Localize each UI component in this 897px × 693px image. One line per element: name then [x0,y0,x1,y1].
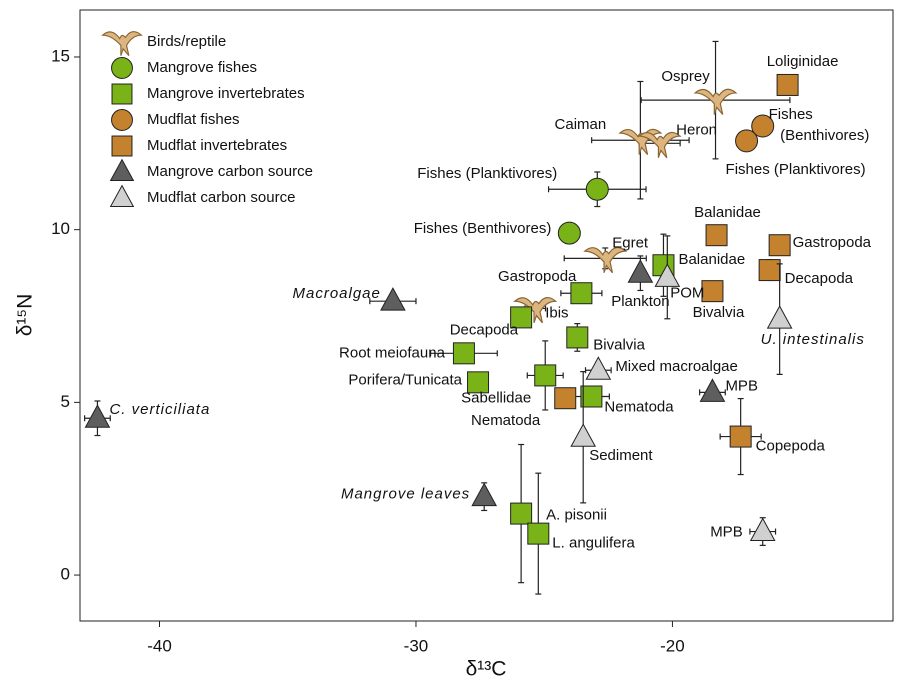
point [453,343,474,364]
legend-swatch [112,84,132,104]
point-label: Decapoda [785,270,854,287]
point [706,225,727,246]
point-label: Nematoda [471,412,541,429]
x-tick-label: -40 [147,636,172,655]
point-label: Mixed macroalgae [615,358,738,375]
point-label: Heron [676,121,717,138]
legend-swatch [111,160,134,181]
point-label: MPB [710,524,743,541]
legend-swatch [112,136,132,156]
x-axis-title: δ¹³C [466,658,507,681]
point [628,260,652,282]
point-label: Bivalvia [693,304,745,321]
legend-label: Mangrove carbon source [147,163,313,180]
point-label: Balanidae [678,251,745,268]
point-label: Fishes (Planktivores) [726,161,866,178]
point [571,424,595,446]
point [528,523,549,544]
point-label: MPB [725,377,758,394]
point [581,386,602,407]
legend-swatch [103,32,142,56]
y-axis-title: δ¹⁵N [14,294,37,337]
point [768,306,792,328]
point [472,484,496,506]
legend-swatch [112,110,133,131]
point [586,357,610,379]
point [736,130,758,152]
point [751,519,775,541]
y-tick-label: 5 [61,392,70,411]
point-label: Nematoda [604,398,674,415]
y-tick-label: 0 [61,565,70,584]
point [85,405,109,427]
point-label: Sabellidae [461,389,531,406]
point [777,74,798,95]
point-label: Decapoda [450,321,519,338]
x-tick-label: -30 [404,636,429,655]
point [730,426,751,447]
x-tick-label: -20 [660,636,685,655]
legend-label: Birds/reptile [147,33,226,50]
point [702,281,723,302]
point [586,178,608,200]
point-label: Root meiofauna [339,344,446,361]
point-label: Loliginidae [767,53,839,70]
point-label: Egret [612,234,649,251]
point [700,379,724,401]
point-label: L. angulifera [552,535,635,552]
legend-label: Mangrove fishes [147,59,257,76]
page: δ¹³C δ¹⁵N -40 -30 -20 0 5 10 15 Osprey Caiman Her… [0,0,897,693]
point-label: Caiman [555,116,607,133]
point [381,288,405,310]
point-label: C. verticiliata [109,401,210,418]
point-label: U. intestinalis [761,331,865,348]
legend-label: Mudflat carbon source [147,189,295,206]
point [558,222,580,244]
y-tick-label: 15 [51,46,70,65]
legend-label: Mangrove invertebrates [147,85,305,102]
point-label: Porifera/Tunicata [348,371,462,388]
point-label: A. pisonii [546,507,607,524]
point-label: Mangrove leaves [341,486,470,503]
point [571,283,592,304]
point-label: Plankton [611,293,669,310]
point-label: Osprey [661,68,710,85]
point-label: Bivalvia [593,336,645,353]
point [535,365,556,386]
point [511,503,532,524]
legend-swatch [111,186,134,207]
point-label: Sediment [589,447,653,464]
point-label: Gastropoda [498,268,577,285]
y-tick-label: 10 [51,219,70,238]
point [555,388,576,409]
point-label: Copepoda [756,438,826,455]
point-label: Macroalgae [292,285,380,302]
chart: δ¹³C δ¹⁵N -40 -30 -20 0 5 10 15 Osprey Caiman Her… [0,0,897,688]
point-label: Ibis [545,304,568,321]
point-label: Fishes (Benthivores) [414,220,552,237]
legend-swatch [112,58,133,79]
legend-label: Mudflat fishes [147,111,240,128]
legend-label: Mudflat invertebrates [147,137,287,154]
point-label: Gastropoda [793,234,872,251]
point-label: POM [670,284,704,301]
point [695,89,736,114]
point [769,235,790,256]
point-label: Fishes (Benthivores) [769,106,870,144]
point-label: Fishes (Planktivores) [417,165,557,182]
point [759,260,780,281]
point [567,327,588,348]
point-label: Balanidae [694,204,761,221]
